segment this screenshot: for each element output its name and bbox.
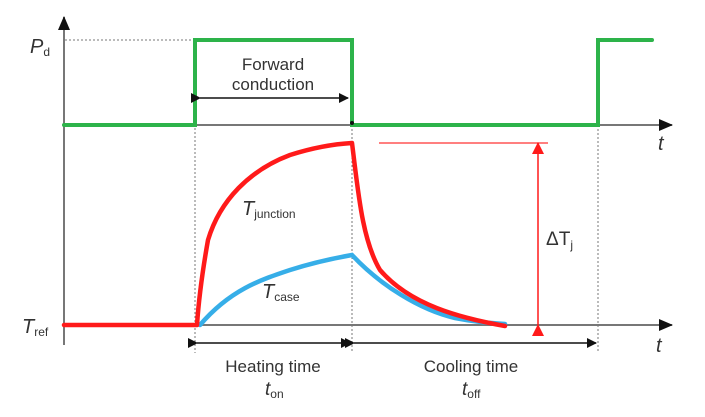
junction-label: Tjunction bbox=[242, 198, 296, 221]
cooling-time-label: Cooling time bbox=[424, 357, 519, 376]
pd-label: Pd bbox=[30, 36, 50, 59]
forward-conduction-line2: conduction bbox=[232, 75, 314, 94]
temp-t-label: t bbox=[656, 335, 663, 357]
power-t-label: t bbox=[658, 133, 665, 155]
delta-tj-label: ΔTj bbox=[546, 229, 573, 252]
junction-temperature-curve bbox=[61, 140, 508, 329]
falling-edge-dot bbox=[350, 121, 354, 125]
heating-time-symbol: ton bbox=[265, 379, 284, 401]
case-label: Tcase bbox=[262, 281, 300, 304]
case-temperature-curve bbox=[197, 252, 508, 328]
heating-time-label: Heating time bbox=[225, 357, 320, 376]
power-waveform bbox=[62, 38, 654, 127]
cooling-time-symbol: toff bbox=[462, 379, 481, 401]
forward-conduction-line1: Forward bbox=[242, 55, 304, 74]
tref-label: Tref bbox=[22, 316, 49, 339]
guide-lines bbox=[65, 39, 599, 353]
